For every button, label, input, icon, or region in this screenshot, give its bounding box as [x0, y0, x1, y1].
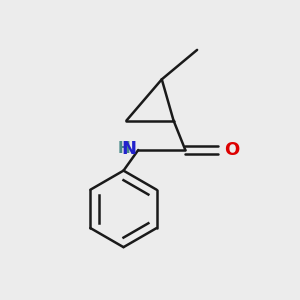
- Text: H: H: [118, 141, 131, 156]
- Text: O: O: [224, 141, 239, 159]
- Text: N: N: [122, 140, 137, 158]
